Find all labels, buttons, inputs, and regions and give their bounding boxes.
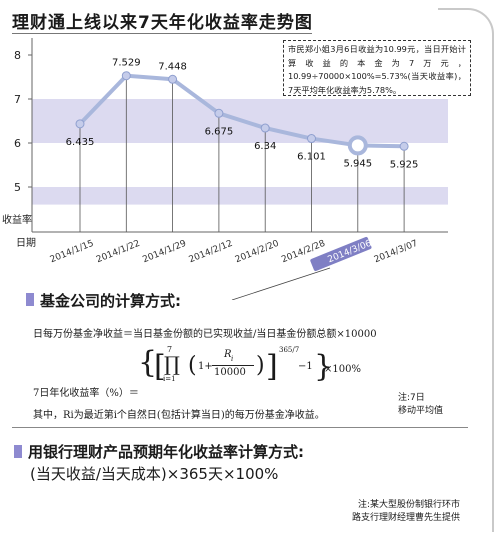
- daily-formula: 日每万份基金净收益＝当日基金份额的已实现收益/当日基金份额总额×10000: [33, 329, 377, 340]
- y-tick-label-7: 7: [14, 93, 21, 106]
- source-note-1: 注:某大型股份制银行环市: [357, 500, 460, 510]
- minus-one: −1: [298, 361, 313, 372]
- data-point-1: [121, 71, 131, 81]
- fraction-bar: [212, 365, 254, 366]
- denominator: 10000: [214, 367, 246, 378]
- value-label-0: 6.435: [66, 137, 95, 148]
- big-brace-close: }: [314, 349, 334, 384]
- chart-title: 理财通上线以来7天年化收益率走势图: [12, 13, 313, 33]
- product-symbol: ∏: [164, 352, 180, 376]
- x-tick-label-1: 2014/1/22: [95, 239, 142, 266]
- y-tick-label-5: 5: [14, 181, 21, 194]
- numerator: R: [224, 349, 232, 360]
- x-tick-label-7: 2014/3/07: [373, 239, 420, 266]
- bank-formula: (当天收益/当天成本)×365天×100%: [30, 465, 279, 483]
- x-tick-label-4: 2014/2/20: [234, 239, 281, 266]
- highlight-marker: [347, 135, 368, 156]
- x-axis-label: 日期: [16, 237, 36, 249]
- formula-explanation: 其中，Ri为最近第i个自然日(包括计算当日)的每万份基金净收益。: [33, 410, 325, 421]
- band-1: [32, 187, 448, 205]
- data-point-7: [399, 141, 409, 151]
- value-label-6: 5.945: [343, 158, 372, 169]
- side-note-2: 移动平均值: [398, 406, 444, 416]
- data-point-5: [307, 134, 316, 144]
- connector-line: [231, 267, 331, 300]
- data-point-2: [168, 74, 178, 84]
- value-label-4: 6.34: [254, 141, 276, 152]
- annual-formula: { [ 7 ∏ i=1 ( 1+ R i 10000 ) ] 365/7 −1 …: [138, 345, 438, 406]
- prod-bottom: i=1: [163, 375, 176, 383]
- bracket-right: ]: [266, 349, 278, 384]
- paren-right: ): [256, 353, 265, 378]
- x-tick-label-2: 2014/1/29: [141, 239, 188, 266]
- value-label-5: 6.101: [297, 152, 326, 163]
- highlight-tick-bg: [310, 236, 372, 272]
- one-plus: 1+: [198, 361, 213, 372]
- y-tick-label-8: 8: [14, 49, 21, 62]
- x-tick-label-3: 2014/2/12: [188, 239, 235, 266]
- title-rule: [12, 33, 312, 34]
- data-point-0: [75, 119, 85, 129]
- value-label-1: 7.529: [112, 58, 141, 69]
- bracket-left: [: [154, 349, 166, 384]
- data-point-3: [214, 108, 224, 118]
- y-axis-label: 收益率: [2, 213, 32, 226]
- section-divider: [12, 427, 468, 428]
- y-tick-label-6: 6: [14, 137, 21, 150]
- value-label-7: 5.925: [390, 159, 419, 170]
- corner-decoration: [438, 8, 494, 532]
- paren-left: (: [188, 353, 197, 378]
- data-point-4: [260, 123, 270, 133]
- annotation-box: 市民郑小姐3月6日收益为10.99元，当日开始计算收益的本金为7万元，10.99…: [283, 40, 471, 96]
- section2-marker: [14, 445, 22, 458]
- big-brace: {: [138, 345, 158, 380]
- value-label-3: 6.675: [205, 126, 234, 137]
- prod-top: 7: [167, 345, 173, 354]
- side-note-1: 注:7日: [398, 393, 425, 403]
- section1-title: 基金公司的计算方式:: [40, 292, 181, 310]
- annual-formula-label: 7日年化收益率（%）＝: [33, 388, 139, 399]
- section2-title: 用银行理财产品预期年化收益率计算方式:: [28, 443, 305, 461]
- section1-marker: [26, 293, 34, 306]
- source-note-2: 路支行理财经理曹先生提供: [351, 513, 460, 523]
- x-tick-label-0: 2014/1/15: [49, 239, 96, 266]
- value-label-2: 7.448: [158, 61, 187, 72]
- exponent: 365/7: [279, 346, 300, 354]
- numerator-sub: i: [231, 355, 234, 363]
- times-100: ×100%: [324, 364, 361, 375]
